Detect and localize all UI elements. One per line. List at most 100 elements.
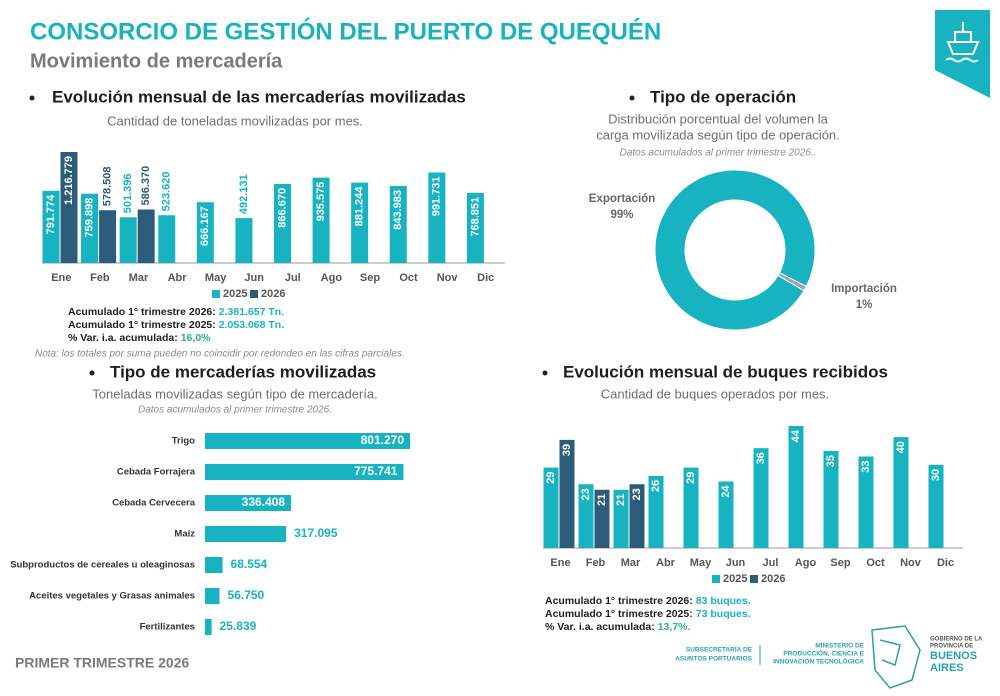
bar (205, 557, 223, 573)
bar (137, 209, 155, 263)
bar (274, 183, 291, 263)
bar (893, 437, 909, 548)
bar (559, 439, 575, 548)
slice-label: Importación (831, 283, 897, 295)
legend-swatch (250, 290, 258, 298)
footer-logos: SUBSECRETARÍA DE ASUNTOS PORTUARIOS MINI… (675, 625, 983, 689)
category-label: Cebada Cervecera (112, 498, 196, 509)
bar (205, 464, 404, 480)
badge (935, 10, 990, 98)
legend-swatch (750, 575, 758, 583)
bar (543, 467, 559, 548)
value-label: 791.774 (45, 194, 57, 235)
x-tick-label: Oct (866, 557, 885, 569)
bar (683, 467, 699, 548)
bar (205, 619, 212, 635)
value-label: 21 (615, 494, 627, 506)
value-label: 317.095 (294, 526, 338, 540)
bar (466, 192, 484, 263)
bar (858, 456, 874, 548)
bar (119, 217, 137, 263)
x-tick-label: May (205, 272, 227, 284)
value-label: 44 (790, 429, 802, 442)
legend-label: 2025 (723, 573, 747, 585)
bar (196, 202, 214, 263)
legend-label: 2025 (223, 288, 247, 300)
bar (389, 186, 407, 263)
bullet (542, 370, 548, 376)
bar (428, 172, 446, 263)
bar (823, 450, 839, 548)
logo-text: ASUNTOS PORTUARIOS (675, 656, 752, 663)
donut-slice (654, 169, 816, 331)
value-label: 35 (825, 455, 837, 467)
logo-text: AIRES (930, 662, 964, 674)
bar (613, 489, 629, 548)
legend-label: 2026 (761, 573, 785, 585)
value-label: 881.244 (354, 186, 366, 227)
value-label: 523.620 (161, 171, 173, 211)
value-label: 40 (895, 441, 907, 453)
bar (42, 190, 60, 263)
slice-label: Exportación (589, 193, 655, 205)
x-tick-label: Mar (621, 557, 641, 569)
summary-label: Acumulado 1° trimestre 2025: (545, 608, 693, 620)
value-label: 23 (631, 488, 643, 500)
value-label: 23 (580, 488, 592, 500)
x-tick-label: Nov (437, 272, 459, 284)
bullet (629, 95, 635, 101)
bar (60, 152, 78, 263)
value-label: 29 (685, 472, 697, 484)
value-label: 586.370 (140, 166, 152, 206)
x-tick-label: Sep (830, 557, 850, 569)
summary-value: 73 buques. (696, 608, 751, 620)
x-tick-label: Abr (168, 272, 188, 284)
summary-value: 2.381.657 Tn. (219, 306, 284, 318)
bar (351, 182, 369, 263)
x-tick-label: Dic (937, 557, 954, 569)
value-label: 801.270 (361, 433, 405, 447)
summary-value: 16,0% (181, 332, 211, 344)
bar (205, 588, 220, 604)
value-label: 25.839 (220, 619, 257, 633)
chart-note: Nota: los totales por suma pueden no coi… (35, 349, 405, 360)
bar (629, 484, 645, 548)
bar (928, 464, 944, 548)
value-label: 56.750 (228, 588, 265, 602)
x-tick-label: Mar (129, 272, 149, 284)
value-label: 24 (720, 485, 732, 498)
value-label: 768.851 (469, 197, 481, 237)
bar (81, 193, 99, 263)
bar (99, 210, 117, 263)
x-tick-label: Jun (726, 557, 746, 569)
bar (578, 484, 594, 548)
x-tick-label: Ago (321, 272, 343, 284)
x-tick-label: Ene (51, 272, 71, 284)
category-label: Maíz (174, 529, 195, 540)
value-label: 336.408 (242, 495, 286, 509)
bar (718, 481, 734, 548)
x-tick-label: Feb (586, 557, 606, 569)
logo-text: PROVINCIA DE (930, 644, 973, 650)
legend-swatch (712, 575, 720, 583)
logo-text: MINISTERIO DE (815, 643, 864, 650)
chart-note: Datos acumulados al primer trimestre 202… (138, 405, 332, 416)
summary-label: % Var. i.a. acumulada: (545, 621, 655, 633)
category-label: Subproductos de cereales u oleaginosas (10, 560, 195, 571)
logo-text: INNOVACIÓN TECNOLÓGICA (773, 657, 864, 666)
category-label: Aceites vegetales y Grasas animales (29, 591, 195, 602)
summary-label: Acumulado 1° trimestre 2025: (68, 319, 216, 331)
x-tick-label: Jul (763, 557, 779, 569)
bar (594, 489, 610, 548)
bar (205, 526, 287, 542)
summary-label: % Var. i.a. acumulada: (68, 332, 178, 344)
x-tick-label: May (690, 557, 712, 569)
value-label: 1.216.779 (63, 156, 75, 205)
chart-title: Tipo de mercaderías movilizadas (110, 362, 376, 381)
summary-value: 13,7%. (658, 621, 691, 633)
bar (648, 475, 664, 548)
value-label: 759.898 (83, 198, 95, 238)
value-label: 21 (596, 494, 608, 506)
value-label: 30 (930, 469, 942, 481)
summary-label: Acumulado 1° trimestre 2026: (545, 595, 693, 607)
